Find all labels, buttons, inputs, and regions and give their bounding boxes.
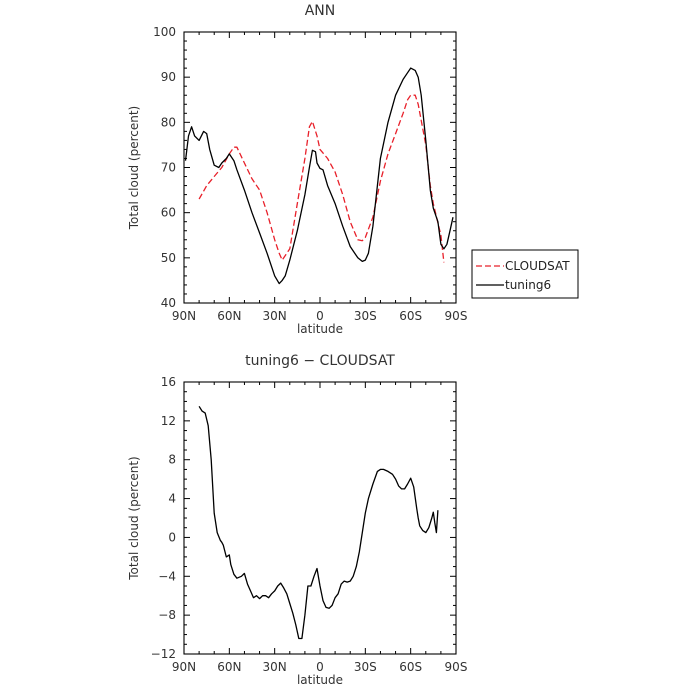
- panel2-ytick-label: −8: [158, 608, 176, 622]
- panel2-xlabel: latitude: [297, 673, 343, 687]
- panel2-ytick-label: −4: [158, 569, 176, 583]
- panel1-ytick-label: 100: [153, 25, 176, 39]
- panel2-xtick-label: 60N: [217, 660, 241, 674]
- legend-label-cloudsat: CLOUDSAT: [505, 259, 570, 273]
- panel1-title: ANN: [305, 3, 336, 19]
- panel1-ytick-label: 90: [161, 70, 176, 84]
- panel1-xtick-label: 30N: [263, 309, 287, 323]
- panel2-xtick-label: 90N: [172, 660, 196, 674]
- panel1-series-line-cloudsat: [198, 94, 445, 263]
- panel2-ytick-label: 0: [168, 530, 176, 544]
- panel1-ylabel: Total cloud (percent): [127, 106, 141, 230]
- panel1-xtick-label: 90N: [172, 309, 196, 323]
- panel2-xtick-label: 30N: [263, 660, 287, 674]
- panel1-xtick-label: 60S: [399, 309, 422, 323]
- panel1-xtick-label: 60N: [217, 309, 241, 323]
- panel1-ytick-label: 50: [161, 251, 176, 265]
- panel1-ytick-label: 80: [161, 115, 176, 129]
- panel2-ytick-label: 12: [161, 414, 176, 428]
- panel1-xtick-label: 90S: [445, 309, 468, 323]
- panel2-ytick-label: 16: [161, 375, 176, 389]
- panel1-ytick-label: 70: [161, 161, 176, 175]
- panel2-xtick-label: 0: [316, 660, 324, 674]
- panel1-xlabel: latitude: [297, 322, 343, 336]
- panel1-xtick-label: 30S: [354, 309, 377, 323]
- panel2-series-line-diff: [198, 405, 439, 640]
- panel2-ylabel: Total cloud (percent): [127, 456, 141, 580]
- panel1-ytick-label: 60: [161, 206, 176, 220]
- panel2-xtick-label: 60S: [399, 660, 422, 674]
- panel1-xtick-label: 0: [316, 309, 324, 323]
- panel2-ytick-label: −12: [151, 647, 176, 661]
- legend-label-tuning6: tuning6: [505, 278, 551, 292]
- panel2-xtick-label: 90S: [445, 660, 468, 674]
- panel2-ytick-label: 8: [168, 453, 176, 467]
- panel2-xtick-label: 30S: [354, 660, 377, 674]
- panel2-title: tuning6 − CLOUDSAT: [245, 353, 395, 369]
- panel2-ytick-label: 4: [168, 492, 176, 506]
- legend-box: [471, 249, 579, 299]
- panel1-ytick-label: 40: [161, 296, 176, 310]
- panel2-axes-frame: [183, 381, 457, 655]
- panel1-series-line-tuning6: [184, 67, 454, 285]
